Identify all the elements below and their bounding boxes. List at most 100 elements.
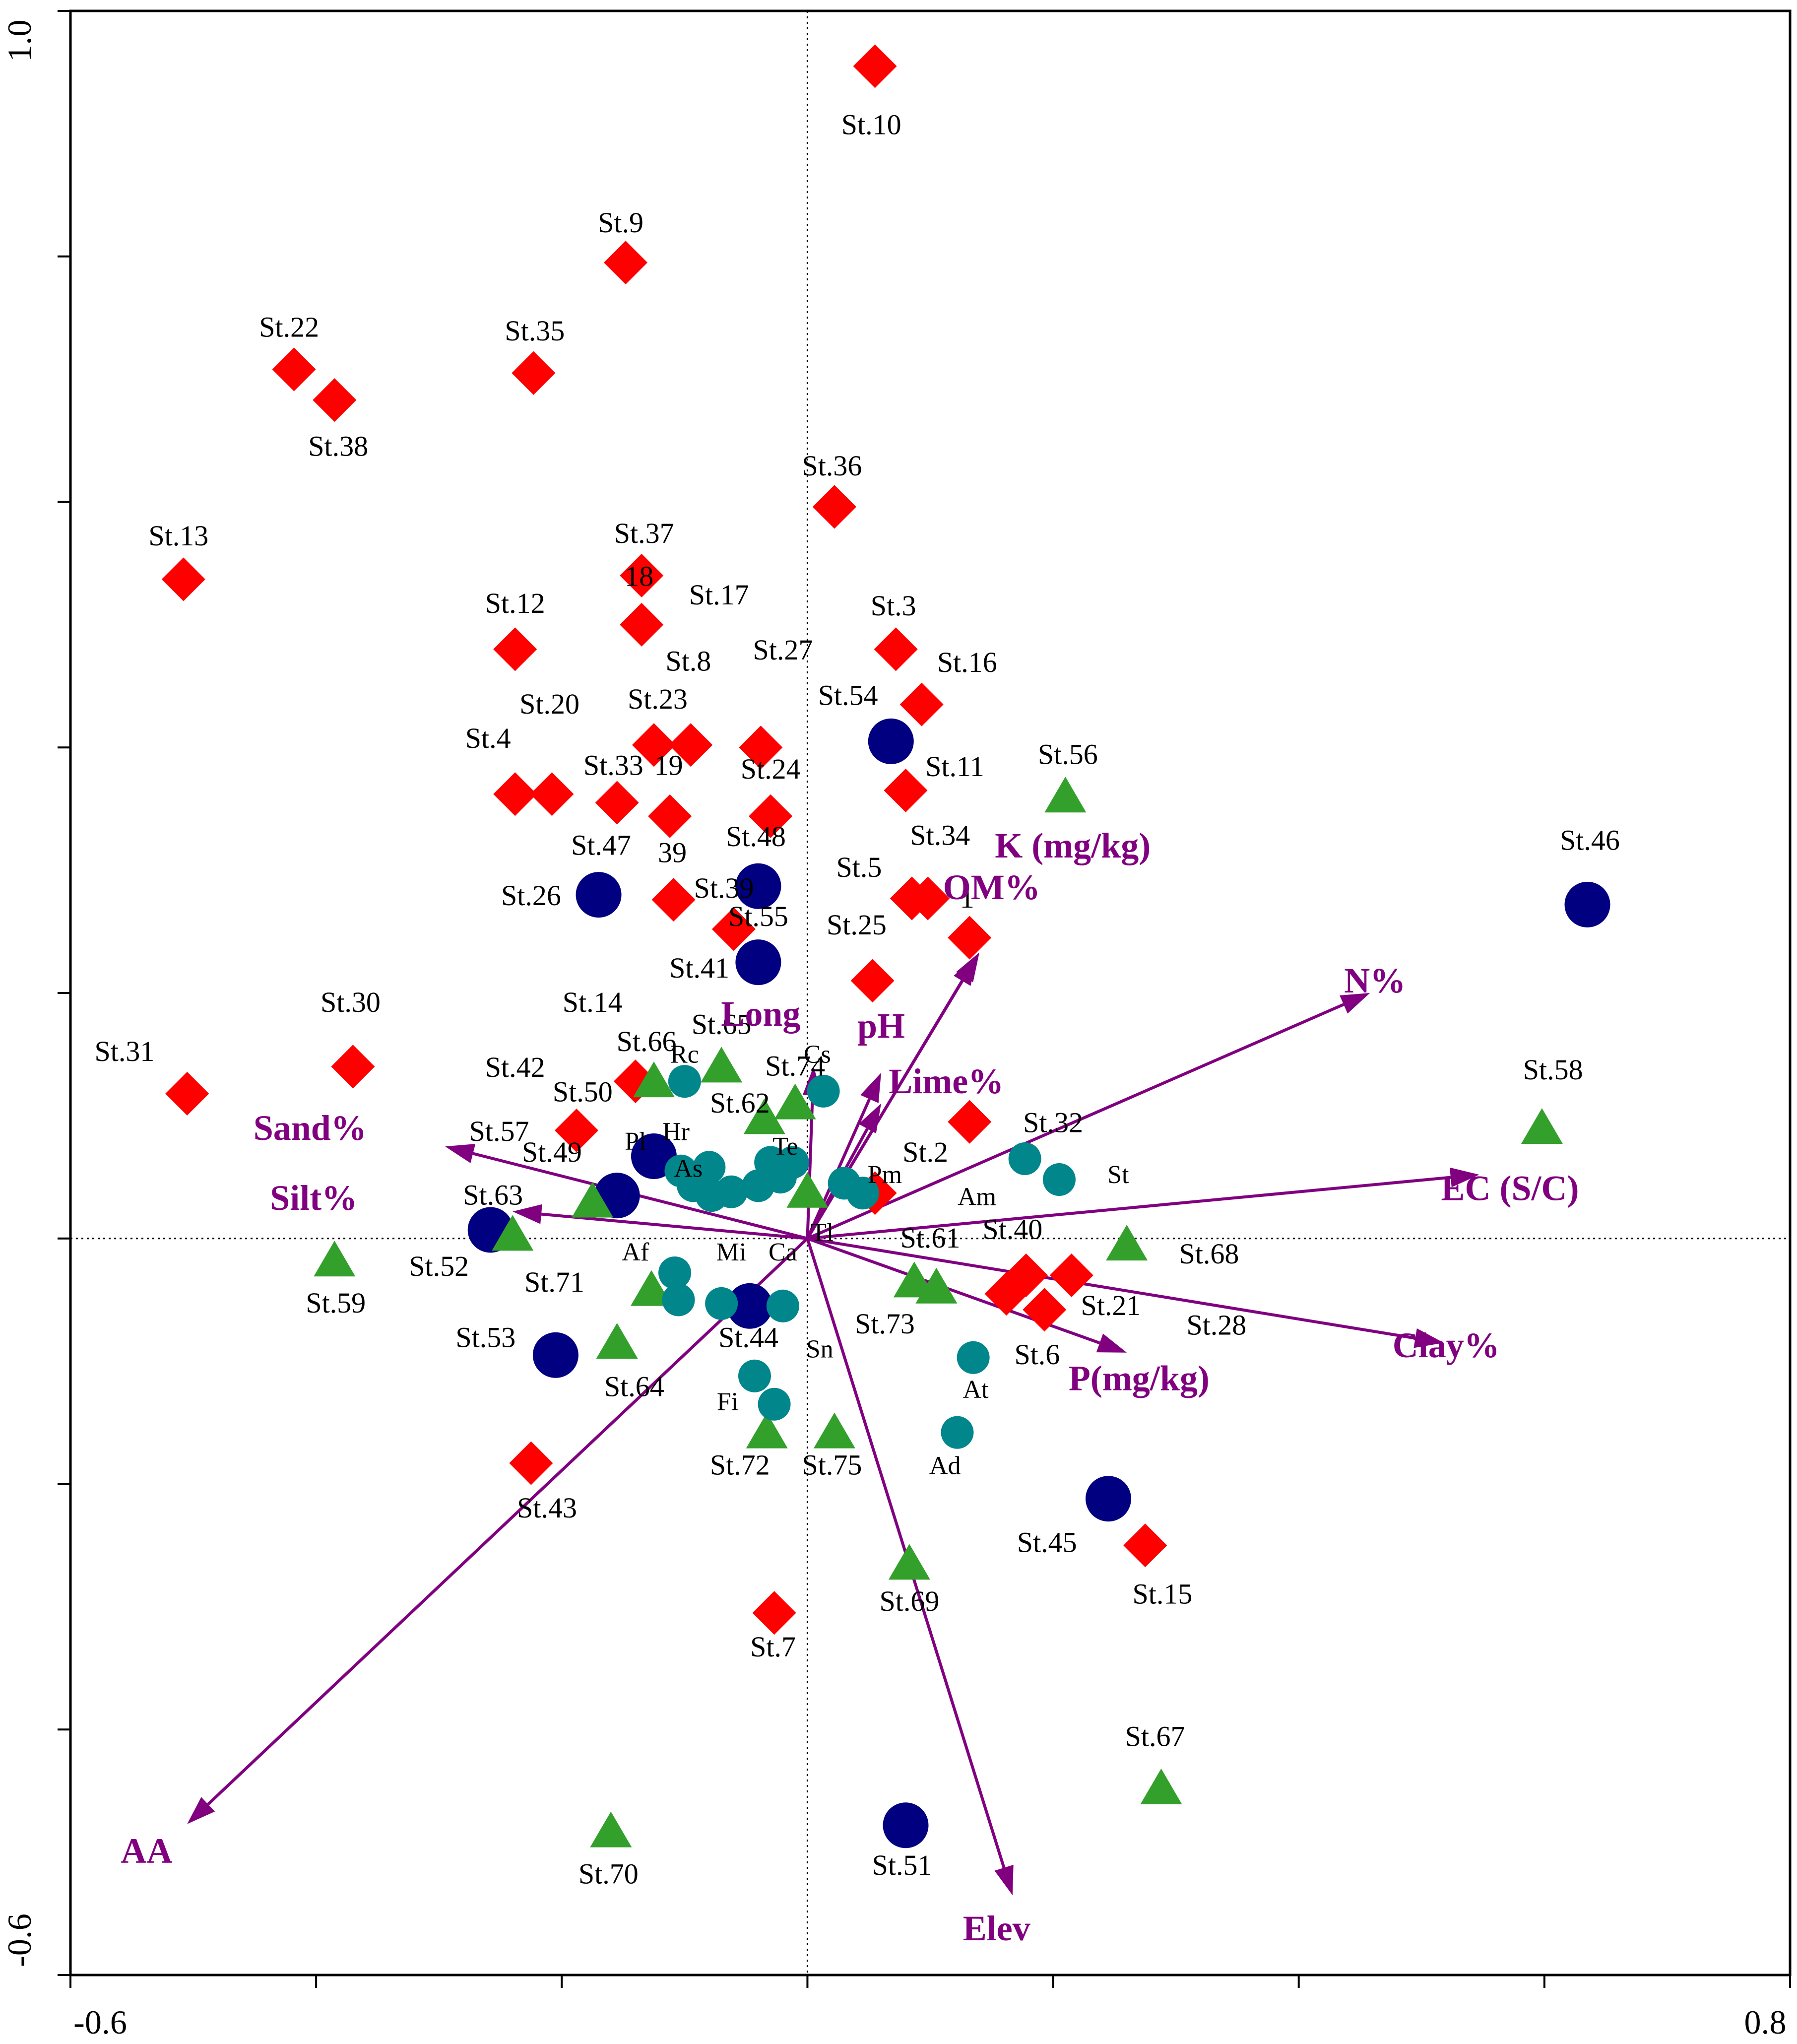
st-64-marker — [596, 1323, 638, 1359]
site-label-st-49: St.49 — [522, 1136, 582, 1168]
site-label-st-17: St.17 — [689, 579, 749, 611]
site-label-st-20: St.20 — [519, 688, 579, 720]
vector-line-p-mg-kg — [807, 1237, 1100, 1345]
st-48-marker — [735, 939, 781, 986]
st-54-marker — [868, 718, 914, 764]
st-46-marker — [1564, 881, 1610, 927]
group-species — [658, 1065, 1076, 1449]
site-label-st-28: St.28 — [1186, 1309, 1246, 1341]
site-label-st-54: St.54 — [818, 679, 878, 712]
site-label-st-58: St.58 — [1523, 1054, 1583, 1086]
species-label-ca: Ca — [769, 1238, 797, 1266]
st-marker — [1042, 1163, 1076, 1196]
st-13-marker — [161, 557, 205, 601]
site-label-st-27: St.27 — [753, 634, 813, 666]
st-47-marker — [735, 863, 781, 909]
af-marker — [658, 1256, 692, 1290]
site-label-st-7: St.7 — [750, 1631, 796, 1663]
vector-line-n — [807, 1003, 1345, 1240]
st-12-marker — [493, 627, 537, 671]
st-69-marker — [888, 1544, 930, 1580]
site-label-st-53: St.53 — [455, 1321, 515, 1353]
st-60-marker — [786, 1172, 829, 1208]
st-51-marker — [883, 1802, 929, 1848]
st-25-marker — [850, 959, 895, 1003]
st-30-marker — [331, 1045, 375, 1089]
st-72-marker — [746, 1412, 788, 1449]
st-35-marker — [512, 351, 556, 395]
group-3-12-marker — [915, 1267, 958, 1304]
species-label-pm: Pm — [868, 1161, 902, 1189]
species-label-rc: Rc — [670, 1041, 699, 1069]
site-label-st-2: St.2 — [902, 1136, 948, 1168]
species-10-marker — [754, 1146, 787, 1179]
site-label-st-63: St.63 — [463, 1179, 523, 1211]
st-44-marker — [727, 1283, 773, 1329]
st-58-marker — [1521, 1108, 1563, 1144]
st-28-marker — [1023, 1288, 1067, 1332]
site-label-st-45: St.45 — [1017, 1526, 1077, 1559]
st-53-marker — [532, 1332, 578, 1378]
vector-arrowhead-n — [1340, 993, 1370, 1014]
st-15-marker — [1123, 1523, 1167, 1568]
group-1-8-marker — [620, 602, 664, 647]
site-label-st-40: St.40 — [982, 1213, 1042, 1246]
site-label-st-44: St.44 — [718, 1321, 778, 1353]
site-label-st-36: St.36 — [802, 450, 862, 482]
species-label-at: At — [963, 1376, 989, 1404]
site-label-st-15: St.15 — [1132, 1578, 1192, 1610]
st-33-marker — [595, 781, 639, 825]
vector-aa — [187, 1237, 809, 1824]
site-label-st-37: St.37 — [614, 517, 674, 549]
site-label-st-11: St.11 — [925, 750, 984, 783]
point-labels: St.10 St.9 St.22 St.35 St.38 St.36 St.13 St.37 1… — [94, 108, 1619, 1948]
species-6-marker — [714, 1175, 748, 1208]
site-label-st-75: St.75 — [802, 1449, 862, 1481]
st-27-marker — [739, 725, 783, 770]
site-label-st-57: St.57 — [469, 1115, 529, 1147]
site-label-st-56: St.56 — [1038, 738, 1098, 770]
species-22-marker — [758, 1387, 791, 1421]
st-34-marker — [906, 876, 950, 921]
vector-arrowhead-sand — [445, 1144, 476, 1163]
st-71-marker — [631, 1270, 673, 1306]
vector-label-k-mg-kg: K (mg/kg) — [995, 826, 1151, 865]
st-22-marker — [272, 347, 316, 392]
site-label-st-73: St.73 — [855, 1308, 915, 1340]
vector-line-ec-s-c — [807, 1176, 1451, 1240]
site-label-st-38: St.38 — [308, 430, 368, 462]
st-23-marker — [632, 723, 676, 767]
site-label-st-55: St.55 — [728, 900, 788, 932]
st-10-marker — [853, 44, 897, 88]
st-65-marker — [701, 1047, 743, 1083]
st-74-marker — [774, 1083, 816, 1120]
x-tick-label-max: 0.8 — [1744, 2003, 1787, 2041]
vector-label-ph: pH — [857, 1006, 905, 1046]
vector-label-lime: Lime% — [889, 1061, 1004, 1101]
site-label-st-4: St.4 — [465, 722, 511, 754]
site-label-st-46: St.46 — [1560, 824, 1620, 857]
vector-arrowhead-aa — [187, 1797, 215, 1824]
site-label-st-41: St.41 — [669, 952, 729, 984]
group-1-13-marker — [669, 723, 713, 767]
st-16-marker — [899, 682, 944, 726]
site-label-st-9: St.9 — [598, 206, 643, 239]
site-label-st-14: St.14 — [563, 986, 623, 1018]
species-label-as: As — [674, 1155, 703, 1183]
species-label-te: Te — [772, 1132, 798, 1161]
group-3-3-marker — [633, 1061, 675, 1098]
st-9-marker — [604, 241, 648, 285]
vector-arrowhead-clay — [1413, 1328, 1444, 1348]
ad-marker — [941, 1416, 974, 1449]
site-label-39: 39 — [658, 836, 687, 868]
vector-silt — [513, 1204, 808, 1240]
site-label-st-16: St.16 — [937, 646, 997, 678]
st-43-marker — [509, 1441, 553, 1485]
site-label-st-66: St.66 — [617, 1025, 677, 1057]
vector-arrowhead-lime — [858, 1103, 881, 1134]
st-39-marker — [711, 907, 756, 951]
vector-arrowhead-elev — [994, 1864, 1014, 1896]
vector-label-n: N% — [1344, 961, 1406, 1000]
vector-arrowhead-om — [954, 956, 977, 986]
